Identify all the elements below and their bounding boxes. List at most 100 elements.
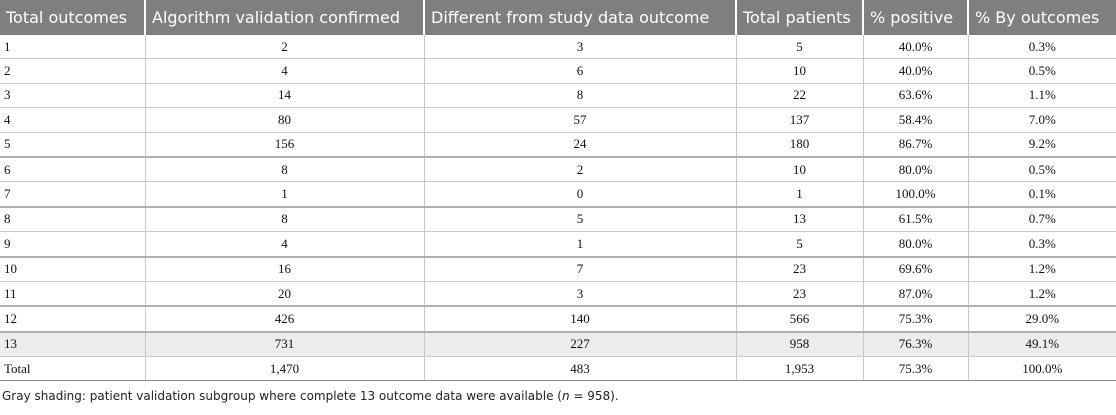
header-cell: Algorithm validation confirmed <box>144 0 424 35</box>
table-cell: 1.2% <box>967 256 1116 282</box>
table-cell: 3 <box>423 35 736 60</box>
table-cell: 6 <box>423 58 736 84</box>
table-cell: 156 <box>144 132 424 158</box>
table-cell: 4 <box>0 107 145 133</box>
table-cell: 5 <box>0 132 145 158</box>
table-row: 11 20 3 23 87.0% 1.2% <box>0 281 1116 308</box>
table-cell: 426 <box>144 306 424 333</box>
table-cell: 2 <box>423 156 736 183</box>
table-row: 7 1 0 1 100.0% 0.1% <box>0 181 1116 208</box>
table-cell: 10 <box>735 58 863 84</box>
table-cell: 6 <box>0 156 145 183</box>
table-cell: 1.2% <box>967 281 1116 308</box>
table-cell: 0.7% <box>967 206 1116 233</box>
table-cell: 1,470 <box>144 356 424 382</box>
table-row: 12 426 140 566 75.3% 29.0% <box>0 306 1116 333</box>
table-row: 1 2 3 5 40.0% 0.3% <box>0 35 1116 60</box>
table-cell: 16 <box>144 256 424 282</box>
table-cell: 86.7% <box>862 132 968 158</box>
table-row: Total 1,470 483 1,953 75.3% 100.0% <box>0 356 1116 382</box>
table-cell: 10 <box>735 156 863 183</box>
table-row: 2 4 6 10 40.0% 0.5% <box>0 58 1116 84</box>
table-cell: 61.5% <box>862 206 968 233</box>
table-cell: 2 <box>0 58 145 84</box>
table-cell: 7.0% <box>967 107 1116 133</box>
table-cell: 8 <box>0 206 145 233</box>
table-cell: 10 <box>0 256 145 282</box>
table-cell: 9.2% <box>967 132 1116 158</box>
table-cell: 23 <box>735 256 863 282</box>
table-cell: 57 <box>423 107 736 133</box>
data-table: Total outcomes Algorithm validation confi… <box>0 0 1116 382</box>
footnote: Gray shading: patient validation subgrou… <box>0 381 1116 403</box>
table-cell: 22 <box>735 83 863 109</box>
table-cell: 58.4% <box>862 107 968 133</box>
table-cell: 483 <box>423 356 736 382</box>
table-cell: 137 <box>735 107 863 133</box>
table-row: 9 4 1 5 80.0% 0.3% <box>0 231 1116 258</box>
table-cell: 0.1% <box>967 181 1116 208</box>
header-row: Total outcomes Algorithm validation confi… <box>0 0 1116 35</box>
table-cell: 140 <box>423 306 736 333</box>
table-cell: 75.3% <box>862 306 968 333</box>
header-cell: Total outcomes <box>0 0 145 35</box>
table-cell: 100.0% <box>862 181 968 208</box>
table-cell: 5 <box>735 35 863 60</box>
table-cell: 80.0% <box>862 156 968 183</box>
table-cell: 23 <box>735 281 863 308</box>
header-cell: Different from study data outcome <box>423 0 736 35</box>
table-cell: 0 <box>423 181 736 208</box>
table-cell: 40.0% <box>862 58 968 84</box>
table-row: 5 156 24 180 86.7% 9.2% <box>0 132 1116 158</box>
table-cell: 24 <box>423 132 736 158</box>
table-cell: 14 <box>144 83 424 109</box>
table-cell: 75.3% <box>862 356 968 382</box>
table-cell: 958 <box>735 331 863 358</box>
header-cell: Total patients <box>735 0 863 35</box>
table-cell: 0.3% <box>967 35 1116 60</box>
table-cell: 4 <box>144 231 424 258</box>
table-cell: 80 <box>144 107 424 133</box>
table-cell: 7 <box>0 181 145 208</box>
table-cell: 40.0% <box>862 35 968 60</box>
table-cell: 20 <box>144 281 424 308</box>
table-row: 10 16 7 23 69.6% 1.2% <box>0 256 1116 282</box>
table-cell: 1 <box>735 181 863 208</box>
table-cell: 29.0% <box>967 306 1116 333</box>
table-cell: 7 <box>423 256 736 282</box>
table-cell: 566 <box>735 306 863 333</box>
table-cell: 49.1% <box>967 331 1116 358</box>
table-cell: 4 <box>144 58 424 84</box>
table-cell: 1 <box>423 231 736 258</box>
table-cell: 0.5% <box>967 58 1116 84</box>
table-cell: 11 <box>0 281 145 308</box>
table-cell: 1,953 <box>735 356 863 382</box>
table-cell: 100.0% <box>967 356 1116 382</box>
table-row: 8 8 5 13 61.5% 0.7% <box>0 206 1116 233</box>
table-cell: 0.5% <box>967 156 1116 183</box>
table-cell: 76.3% <box>862 331 968 358</box>
table-cell: 5 <box>423 206 736 233</box>
table-row: 3 14 8 22 63.6% 1.1% <box>0 83 1116 109</box>
table-cell: 3 <box>423 281 736 308</box>
table-cell: 8 <box>144 206 424 233</box>
table-cell: 1.1% <box>967 83 1116 109</box>
table-cell: 12 <box>0 306 145 333</box>
header-cell: % positive <box>862 0 968 35</box>
footnote-text: = 958). <box>569 389 619 404</box>
table-row: 13 731 227 958 76.3% 49.1% <box>0 331 1116 358</box>
table-cell: 731 <box>144 331 424 358</box>
table-cell: 180 <box>735 132 863 158</box>
table-cell: 80.0% <box>862 231 968 258</box>
table-cell: 13 <box>0 331 145 358</box>
footnote-italic: n <box>561 389 570 404</box>
table-cell: 8 <box>423 83 736 109</box>
table-cell: 69.6% <box>862 256 968 282</box>
table-cell: 13 <box>735 206 863 233</box>
table-cell: 3 <box>0 83 145 109</box>
table-cell: 1 <box>144 181 424 208</box>
header-cell: % By outcomes <box>967 0 1116 35</box>
table-cell: 2 <box>144 35 424 60</box>
table-cell: 1 <box>0 35 145 60</box>
